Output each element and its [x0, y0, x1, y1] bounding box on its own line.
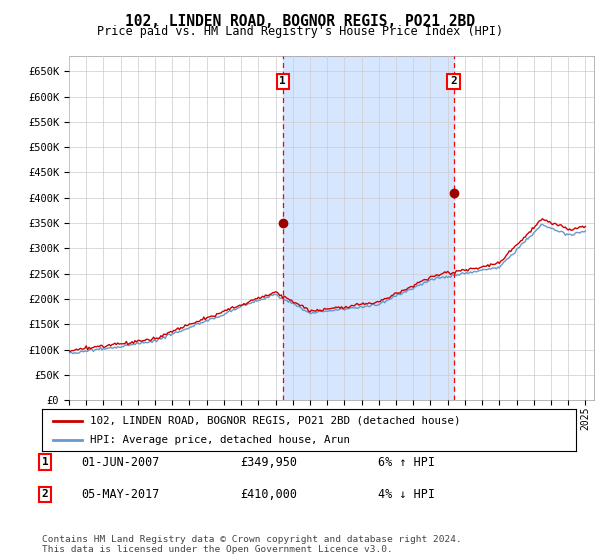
Text: 102, LINDEN ROAD, BOGNOR REGIS, PO21 2BD (detached house): 102, LINDEN ROAD, BOGNOR REGIS, PO21 2BD… [90, 416, 461, 426]
Text: 01-JUN-2007: 01-JUN-2007 [81, 455, 160, 469]
Text: 102, LINDEN ROAD, BOGNOR REGIS, PO21 2BD: 102, LINDEN ROAD, BOGNOR REGIS, PO21 2BD [125, 14, 475, 29]
Text: £410,000: £410,000 [240, 488, 297, 501]
Text: £349,950: £349,950 [240, 455, 297, 469]
Text: 6% ↑ HPI: 6% ↑ HPI [378, 455, 435, 469]
Text: 4% ↓ HPI: 4% ↓ HPI [378, 488, 435, 501]
Text: Price paid vs. HM Land Registry's House Price Index (HPI): Price paid vs. HM Land Registry's House … [97, 25, 503, 38]
Text: HPI: Average price, detached house, Arun: HPI: Average price, detached house, Arun [90, 435, 350, 445]
Text: 2: 2 [450, 76, 457, 86]
Text: 2: 2 [41, 489, 49, 500]
Text: 1: 1 [41, 457, 49, 467]
Text: 1: 1 [280, 76, 286, 86]
Text: 05-MAY-2017: 05-MAY-2017 [81, 488, 160, 501]
Text: Contains HM Land Registry data © Crown copyright and database right 2024.
This d: Contains HM Land Registry data © Crown c… [42, 535, 462, 554]
Bar [283, 56, 454, 400]
